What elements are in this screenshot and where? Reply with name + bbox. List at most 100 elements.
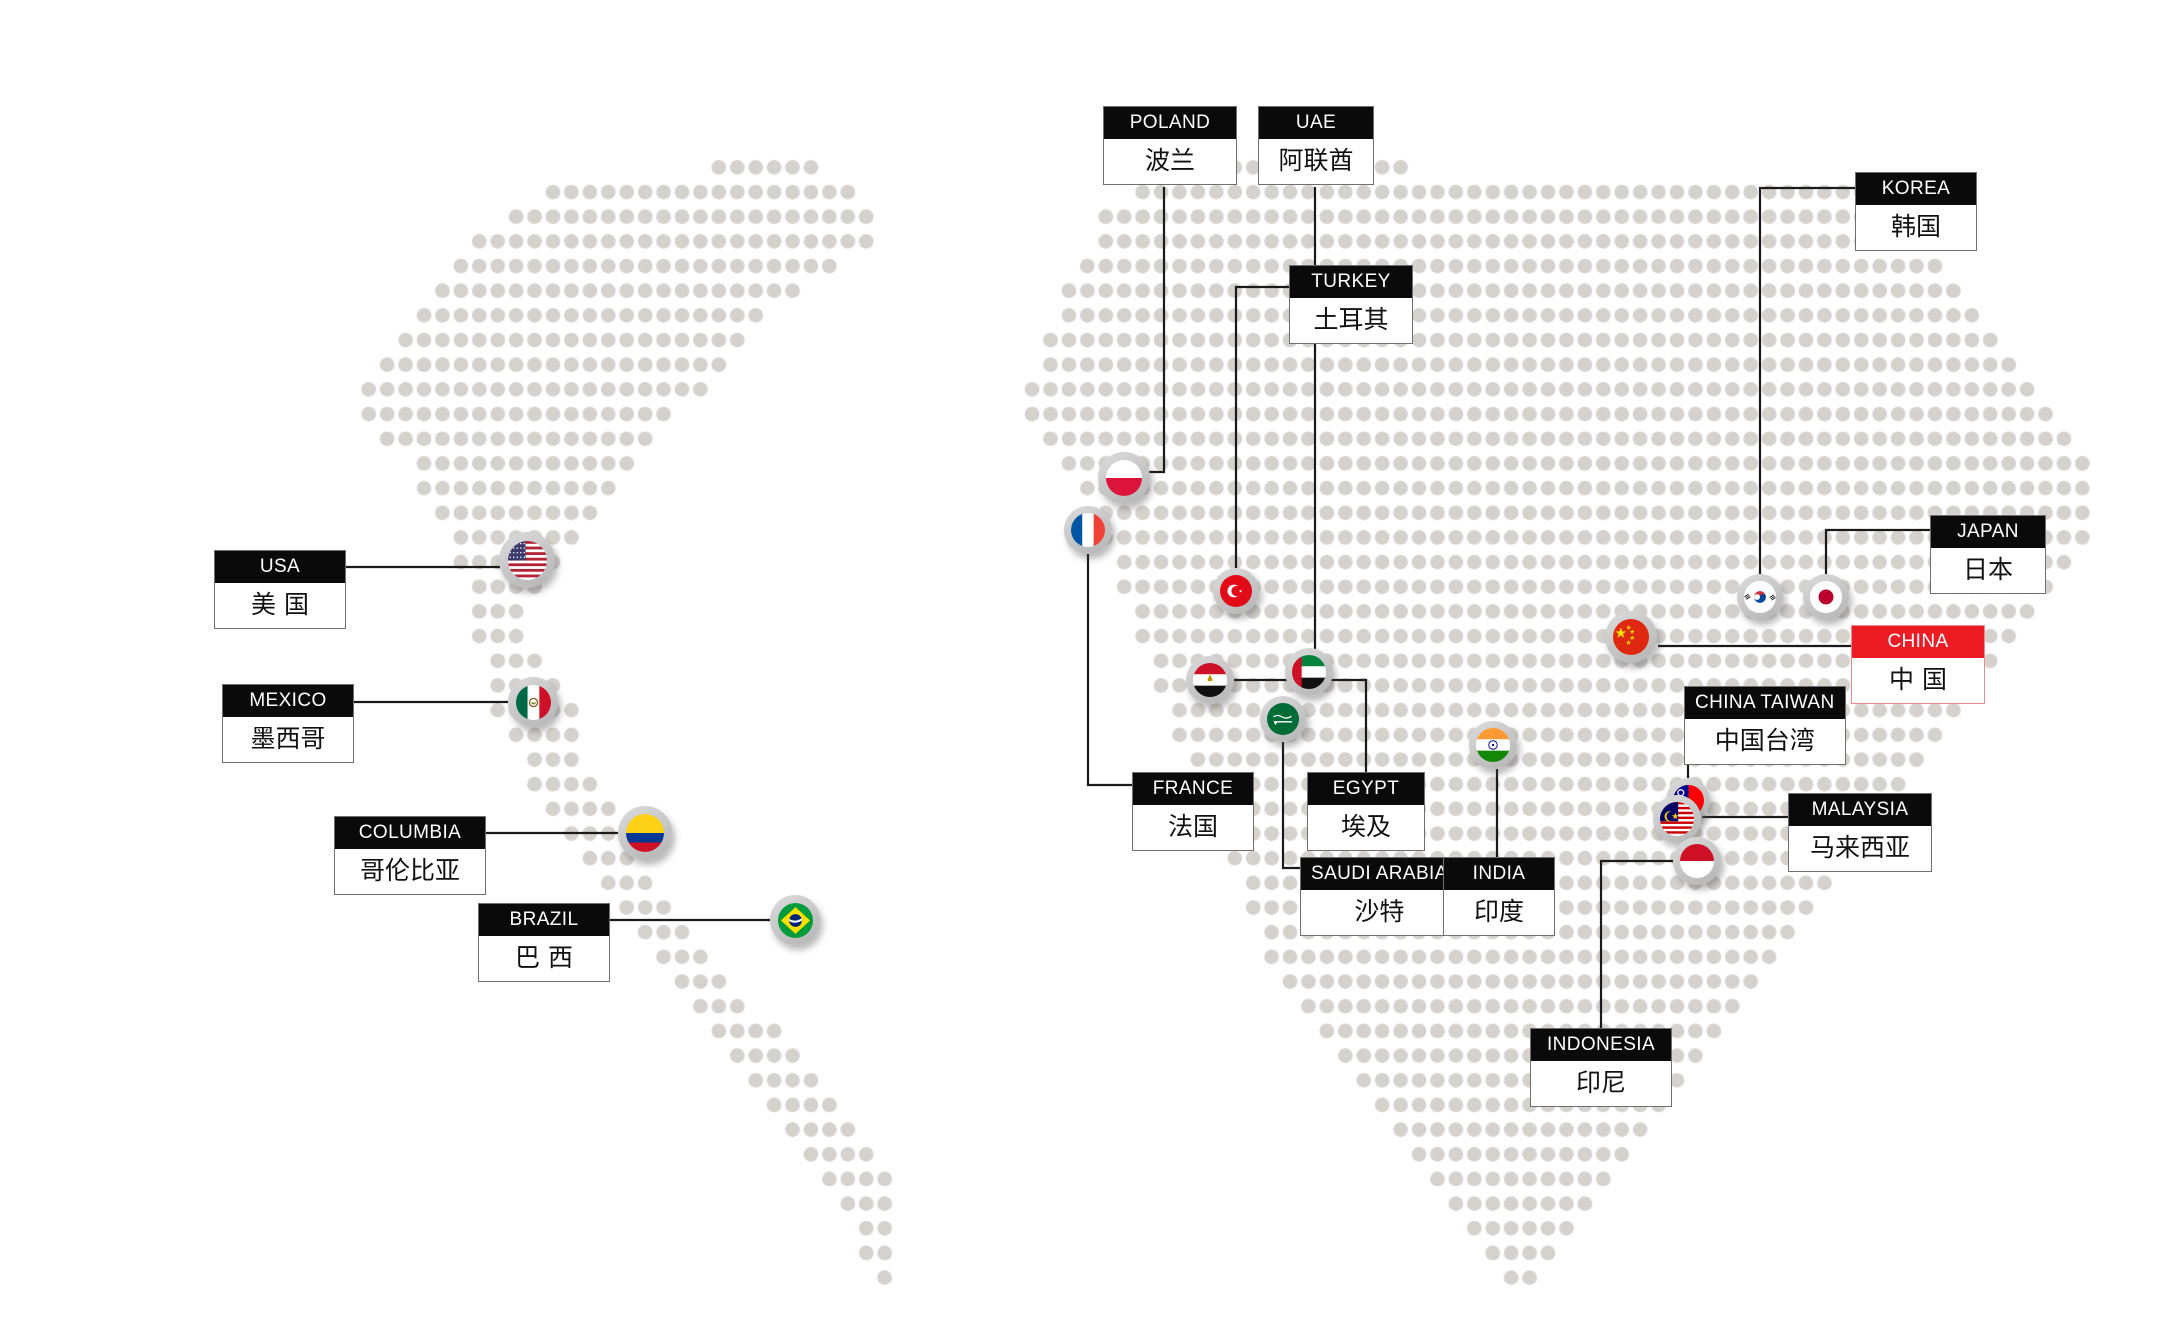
map-pin-mexico[interactable] bbox=[508, 677, 558, 727]
country-label-saudi-arabia[interactable]: SAUDI ARABIA 沙特 bbox=[1300, 857, 1459, 936]
country-label-en-china: CHINA bbox=[1852, 626, 1984, 658]
country-label-en-india: INDIA bbox=[1444, 858, 1554, 890]
map-pin-indonesia[interactable] bbox=[1673, 837, 1721, 885]
pin-ring-china bbox=[1605, 611, 1657, 663]
country-label-cn-columbia: 哥伦比亚 bbox=[359, 856, 460, 885]
poland-flag-icon bbox=[1106, 460, 1142, 496]
map-pin-france[interactable] bbox=[1064, 506, 1112, 554]
country-label-en-columbia: COLUMBIA bbox=[335, 817, 485, 849]
country-label-cn-mexico: 墨西哥 bbox=[250, 724, 326, 753]
country-label-cn-china: 中 国 bbox=[1889, 665, 1947, 694]
country-label-india[interactable]: INDIA 印度 bbox=[1443, 857, 1555, 936]
country-label-turkey[interactable]: TURKEY 土耳其 bbox=[1289, 265, 1413, 344]
country-label-cn-malaysia: 马来西亚 bbox=[1809, 833, 1910, 862]
country-label-china-taiwan[interactable]: CHINA TAIWAN 中国台湾 bbox=[1684, 686, 1846, 765]
usa-flag-icon bbox=[507, 540, 547, 580]
uae-flag-icon bbox=[1292, 655, 1326, 689]
egypt-flag-icon bbox=[1193, 663, 1227, 697]
country-label-cn-india: 印度 bbox=[1473, 897, 1524, 926]
country-label-en-egypt: EGYPT bbox=[1308, 773, 1424, 805]
country-label-en-indonesia: INDONESIA bbox=[1531, 1029, 1671, 1061]
country-label-brazil[interactable]: BRAZIL 巴 西 bbox=[478, 903, 610, 982]
pin-ring-mexico bbox=[508, 677, 558, 727]
map-pin-japan[interactable] bbox=[1803, 574, 1849, 620]
country-label-indonesia[interactable]: INDONESIA 印尼 bbox=[1530, 1028, 1672, 1107]
pin-ring-india bbox=[1469, 721, 1517, 769]
country-label-france[interactable]: FRANCE 法国 bbox=[1132, 772, 1254, 851]
pin-ring-brazil bbox=[770, 895, 820, 945]
country-label-cn-japan: 日本 bbox=[1962, 555, 2013, 584]
country-label-en-france: FRANCE bbox=[1133, 773, 1253, 805]
brazil-flag-icon bbox=[777, 902, 813, 938]
country-label-uae[interactable]: UAE 阿联酋 bbox=[1258, 106, 1374, 185]
country-label-en-china-taiwan: CHINA TAIWAN bbox=[1685, 687, 1845, 719]
country-label-mexico[interactable]: MEXICO 墨西哥 bbox=[222, 684, 354, 763]
country-label-cn-china-taiwan: 中国台湾 bbox=[1714, 726, 1815, 755]
country-label-cn-korea: 韩国 bbox=[1890, 212, 1941, 241]
map-pin-brazil[interactable] bbox=[770, 895, 820, 945]
country-label-cn-uae: 阿联酋 bbox=[1278, 146, 1354, 175]
country-label-cn-brazil: 巴 西 bbox=[515, 943, 573, 972]
country-label-en-uae: UAE bbox=[1259, 107, 1373, 139]
country-label-korea[interactable]: KOREA 韩国 bbox=[1855, 172, 1977, 251]
country-label-usa[interactable]: USA 美 国 bbox=[214, 550, 346, 629]
columbia-flag-icon bbox=[626, 814, 664, 852]
china-flag-icon bbox=[1613, 619, 1649, 655]
map-pin-usa[interactable] bbox=[499, 532, 555, 588]
pin-ring-japan bbox=[1803, 574, 1849, 620]
turkey-flag-icon bbox=[1220, 575, 1252, 607]
map-pin-india[interactable] bbox=[1469, 721, 1517, 769]
country-label-cn-usa: 美 国 bbox=[251, 590, 309, 619]
korea-flag-icon bbox=[1744, 581, 1776, 613]
pin-ring-columbia bbox=[618, 806, 672, 860]
country-label-japan[interactable]: JAPAN 日本 bbox=[1930, 515, 2046, 594]
country-label-china[interactable]: CHINA 中 国 bbox=[1851, 625, 1985, 704]
map-pin-uae[interactable] bbox=[1285, 648, 1333, 696]
indonesia-flag-icon bbox=[1680, 844, 1714, 878]
country-label-cn-turkey: 土耳其 bbox=[1313, 305, 1389, 334]
country-label-en-malaysia: MALAYSIA bbox=[1789, 794, 1931, 826]
malaysia-flag-icon bbox=[1660, 802, 1694, 836]
country-label-en-saudi-arabia: SAUDI ARABIA bbox=[1301, 858, 1458, 890]
pin-ring-turkey bbox=[1213, 568, 1259, 614]
map-pin-egypt[interactable] bbox=[1186, 656, 1234, 704]
pin-ring-saudi-arabia bbox=[1260, 696, 1306, 742]
pin-ring-usa bbox=[499, 532, 555, 588]
pin-ring-malaysia bbox=[1653, 795, 1701, 843]
japan-flag-icon bbox=[1810, 581, 1842, 613]
map-pin-korea[interactable] bbox=[1737, 574, 1783, 620]
map-pin-china[interactable] bbox=[1605, 611, 1657, 663]
pin-ring-poland bbox=[1098, 452, 1150, 504]
country-label-en-poland: POLAND bbox=[1104, 107, 1236, 139]
map-pin-saudi-arabia[interactable] bbox=[1260, 696, 1306, 742]
country-label-en-usa: USA bbox=[215, 551, 345, 583]
country-label-en-brazil: BRAZIL bbox=[479, 904, 609, 936]
country-label-cn-indonesia: 印尼 bbox=[1575, 1068, 1626, 1097]
country-label-cn-egypt: 埃及 bbox=[1340, 812, 1391, 841]
france-flag-icon bbox=[1071, 513, 1105, 547]
country-label-columbia[interactable]: COLUMBIA 哥伦比亚 bbox=[334, 816, 486, 895]
map-pin-turkey[interactable] bbox=[1213, 568, 1259, 614]
map-pin-poland[interactable] bbox=[1098, 452, 1150, 504]
country-label-egypt[interactable]: EGYPT 埃及 bbox=[1307, 772, 1425, 851]
country-label-poland[interactable]: POLAND 波兰 bbox=[1103, 106, 1237, 185]
country-label-malaysia[interactable]: MALAYSIA 马来西亚 bbox=[1788, 793, 1932, 872]
country-label-cn-france: 法国 bbox=[1167, 812, 1218, 841]
country-label-en-korea: KOREA bbox=[1856, 173, 1976, 205]
pin-ring-egypt bbox=[1186, 656, 1234, 704]
saudi-arabia-flag-icon bbox=[1267, 703, 1299, 735]
pin-ring-korea bbox=[1737, 574, 1783, 620]
country-label-en-mexico: MEXICO bbox=[223, 685, 353, 717]
country-label-en-turkey: TURKEY bbox=[1290, 266, 1412, 298]
country-label-cn-saudi-arabia: 沙特 bbox=[1354, 897, 1405, 926]
pin-ring-uae bbox=[1285, 648, 1333, 696]
country-label-cn-poland: 波兰 bbox=[1144, 146, 1195, 175]
map-pin-malaysia[interactable] bbox=[1653, 795, 1701, 843]
mexico-flag-icon bbox=[515, 684, 551, 720]
map-pin-columbia[interactable] bbox=[618, 806, 672, 860]
pin-ring-france bbox=[1064, 506, 1112, 554]
country-label-en-japan: JAPAN bbox=[1931, 516, 2045, 548]
india-flag-icon bbox=[1476, 728, 1510, 762]
